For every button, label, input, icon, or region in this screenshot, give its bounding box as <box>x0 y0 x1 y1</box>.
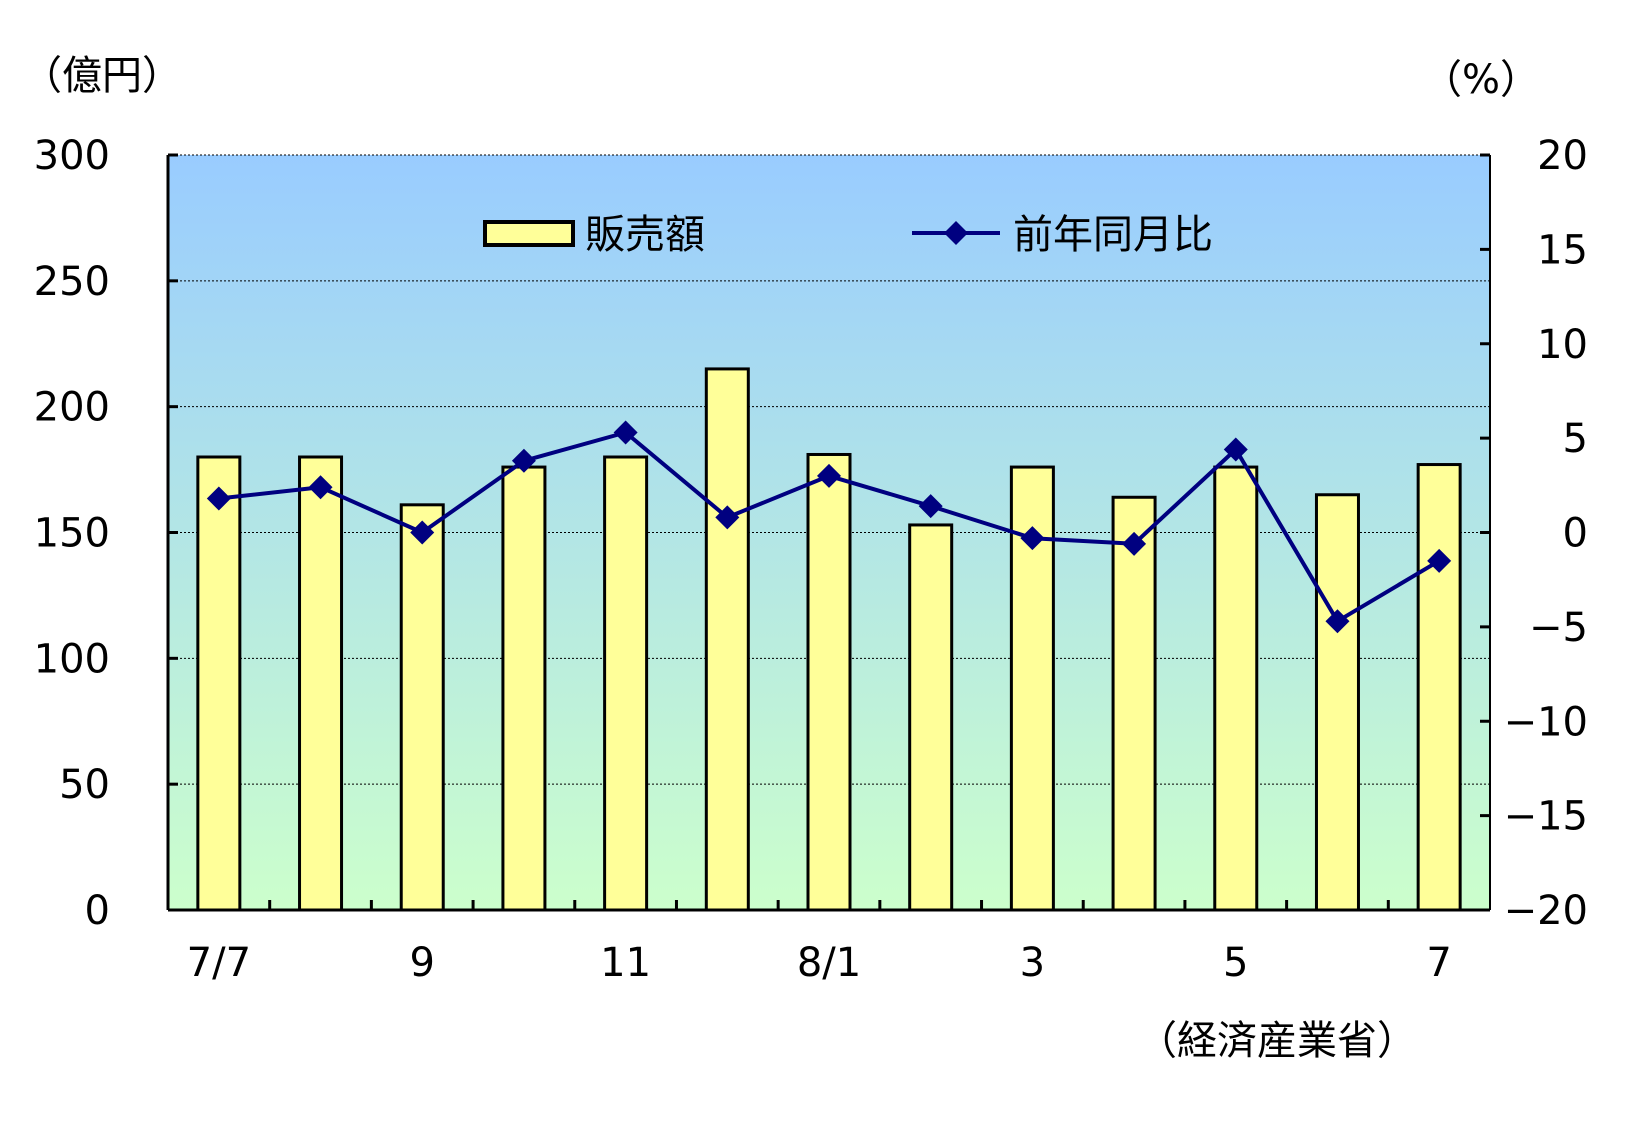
legend: 販売額 前年同月比 <box>483 212 1213 258</box>
bar-9 <box>1111 495 1157 912</box>
source-note: （経済産業省） <box>1137 1018 1417 1064</box>
yoy-point-5 <box>715 505 740 530</box>
bar-6 <box>806 452 852 912</box>
left-tick-label-0: 0 <box>85 888 110 934</box>
tick-labels: 0 50 100 150 200 250 300 −20 −15 −10 −5 0 5 10 15 20 7/7… <box>34 133 1588 986</box>
x-tick-label-12: 7 <box>1426 940 1451 986</box>
right-tick-label-20: 20 <box>1537 133 1588 179</box>
right-tick-label--15: −15 <box>1504 794 1588 840</box>
x-tick-label-10: 5 <box>1223 940 1248 986</box>
right-tick-label-10: 10 <box>1537 322 1588 368</box>
right-tick-label--5: −5 <box>1529 605 1588 651</box>
yoy-point-9 <box>1122 531 1147 556</box>
yoy-point-2 <box>410 520 435 545</box>
yoy-point-1 <box>308 475 333 500</box>
bar-3 <box>501 465 547 912</box>
left-axis-unit: （億円） <box>22 53 182 99</box>
x-tick-label-4: 11 <box>600 940 651 986</box>
left-tick-label-100: 100 <box>34 636 110 682</box>
bar-0 <box>196 455 242 912</box>
yoy-point-12 <box>1427 548 1452 573</box>
left-tick-label-300: 300 <box>34 133 110 179</box>
bar-10 <box>1213 465 1259 912</box>
bar-4 <box>603 455 649 912</box>
right-tick-label-15: 15 <box>1537 227 1588 273</box>
yoy-point-7 <box>918 494 943 519</box>
bar-1 <box>298 455 344 912</box>
right-axis-unit: （%） <box>1422 57 1540 103</box>
x-tick-label-8: 3 <box>1020 940 1045 986</box>
left-tick-label-250: 250 <box>34 259 110 305</box>
x-tick-label-0: 7/7 <box>187 940 251 986</box>
right-tick-label--10: −10 <box>1504 699 1588 745</box>
left-tick-label-150: 150 <box>34 511 110 557</box>
bar-2 <box>399 503 445 912</box>
yoy-point-4 <box>613 420 638 445</box>
left-tick-label-50: 50 <box>59 762 110 808</box>
bar-7 <box>908 523 954 912</box>
axes <box>166 153 1491 912</box>
legend-bar-label: 販売額 <box>585 212 705 258</box>
x-tick-label-6: 8/1 <box>797 940 861 986</box>
yoy-line <box>206 420 1452 634</box>
yoy-point-11 <box>1325 609 1350 634</box>
bar-12 <box>1416 463 1462 912</box>
yoy-point-8 <box>1020 526 1045 551</box>
yoy-point-10 <box>1223 437 1248 462</box>
yoy-point-3 <box>511 448 536 473</box>
bar-11 <box>1314 493 1360 912</box>
right-tick-label--20: −20 <box>1504 888 1588 934</box>
legend-line-label: 前年同月比 <box>1013 212 1213 258</box>
left-tick-label-200: 200 <box>34 385 110 431</box>
right-tick-label-5: 5 <box>1563 416 1588 462</box>
x-tick-label-2: 9 <box>410 940 435 986</box>
legend-line-marker <box>944 221 968 245</box>
yoy-point-0 <box>206 486 231 511</box>
yoy-point-6 <box>817 463 841 488</box>
legend-bar-swatch <box>483 220 575 247</box>
bar-5 <box>704 367 750 912</box>
right-tick-label-0: 0 <box>1563 511 1588 557</box>
